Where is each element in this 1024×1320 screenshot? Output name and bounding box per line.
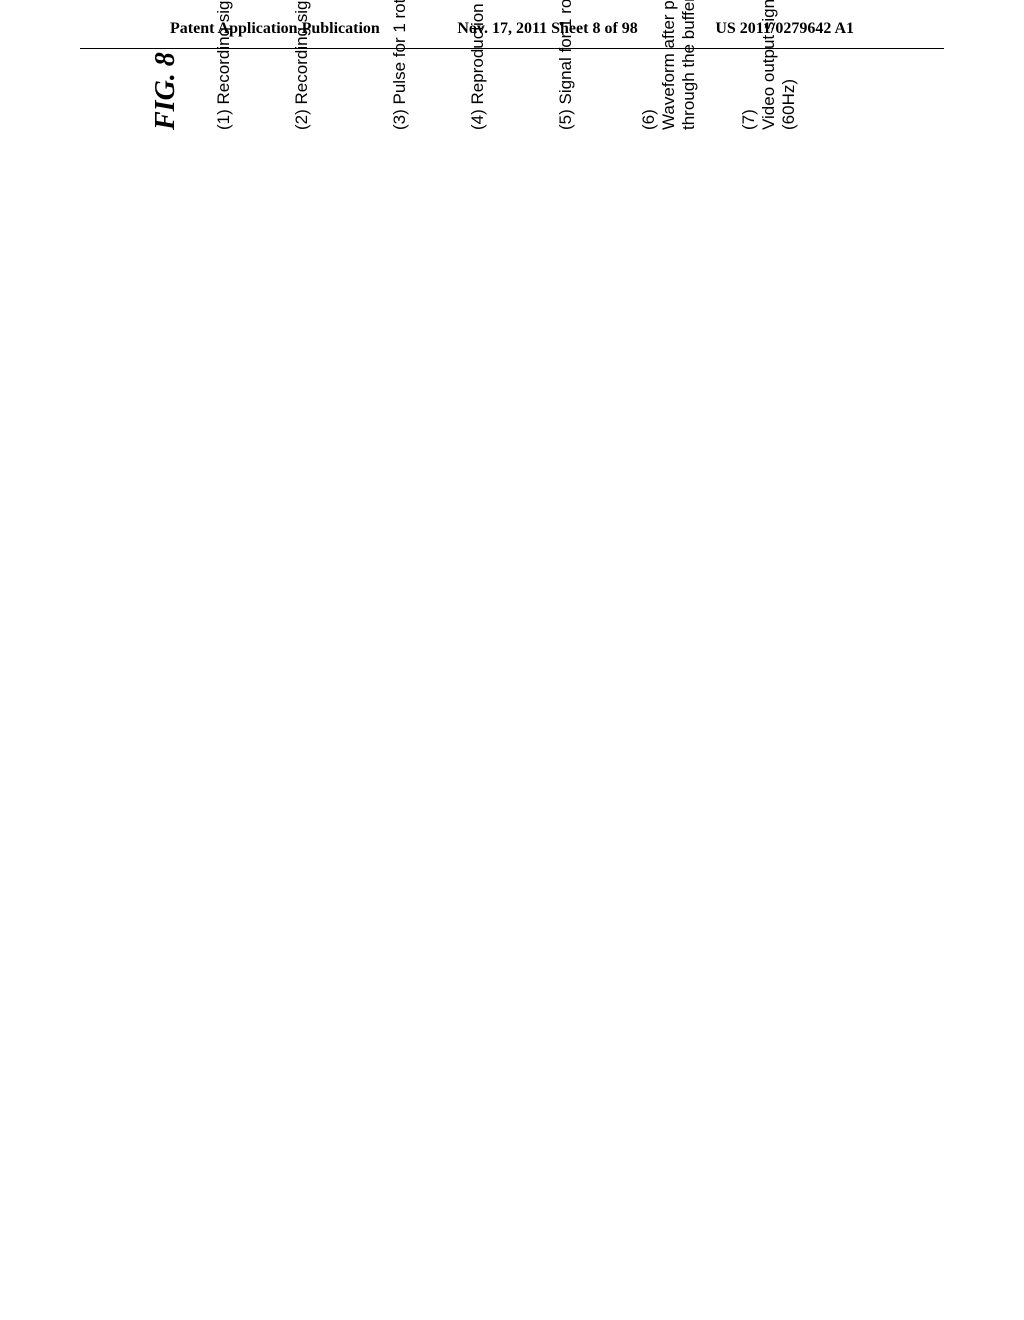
row-1-label: (1) Recording signal: [202, 0, 234, 130]
row-6: (6) Waveform after passing through the b…: [607, 0, 699, 130]
row-4-label: (4) Reproduction signal: [456, 0, 488, 130]
row-1: (1) Recording signal 6 8 6a 8a R₁/A₁ L₁: [202, 0, 272, 130]
row-7: (7) Video output signal (60Hz) R₁ R₂: [707, 0, 799, 130]
row-2-label: (2) Recording signal: [280, 0, 312, 130]
row-3: (3) Pulse for 1 rotation of the disk t 1…: [378, 0, 448, 130]
figure-title: FIG. 8: [150, 0, 182, 130]
row-7-label: (7) Video output signal (60Hz): [707, 0, 799, 130]
row-4: (4) Reproduction signal r₁ r₂ R₁: [456, 0, 536, 130]
row-6-label: (6) Waveform after passing through the b…: [607, 0, 699, 130]
row-3-label: (3) Pulse for 1 rotation of the disk: [378, 0, 410, 130]
figure-8: FIG. 8 (1) Recording signal 6 8 6a 8a: [150, 0, 890, 130]
row-5-label: (5) Signal for 1 rotation of the disk: [544, 0, 576, 130]
row-2: (2) Recording signal R frame group 6 8 6…: [280, 0, 370, 130]
row-5: (5) Signal for 1 rotation of the disk t …: [544, 0, 599, 130]
